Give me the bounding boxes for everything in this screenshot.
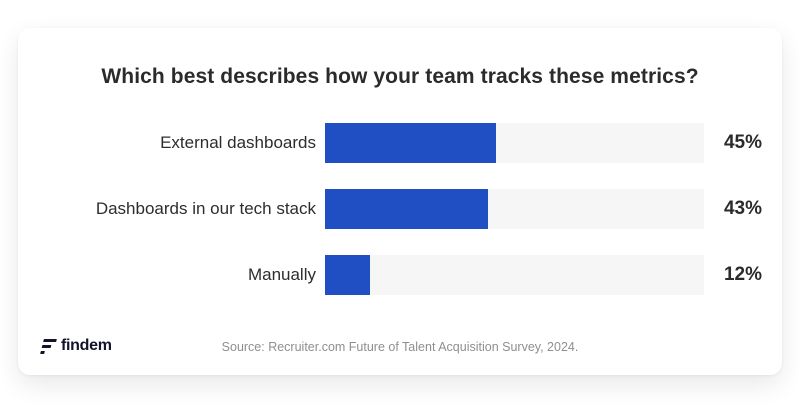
source-text: Source: Recruiter.com Future of Talent A… <box>221 340 579 354</box>
bar-fill <box>325 189 488 229</box>
bar-row: Manually 12% <box>18 255 782 295</box>
findem-logo: findem <box>40 337 112 355</box>
bar-track <box>325 123 704 163</box>
bar-track <box>325 255 704 295</box>
bar-value: 12% <box>723 264 762 285</box>
bar-value: 45% <box>723 132 762 153</box>
bar-label: Dashboards in our tech stack <box>95 199 316 218</box>
bar-fill <box>325 255 371 295</box>
bar-row: Dashboards in our tech stack 43% <box>18 189 782 229</box>
bar-track <box>325 189 704 229</box>
bar-label: External dashboards <box>160 133 316 152</box>
bar-row: External dashboards 45% <box>18 123 782 163</box>
bar-fill <box>325 123 496 163</box>
chart-title: Which best describes how your team track… <box>101 65 699 88</box>
bar-label: Manually <box>247 265 316 284</box>
bar-value: 43% <box>723 198 762 219</box>
bar-chart: External dashboards 45% Dashboards in ou… <box>18 123 782 295</box>
chart-card: Which best describes how your team track… <box>18 28 782 375</box>
card-footer: findem Source: Recruiter.com Future of T… <box>18 337 782 359</box>
findem-logo-text: findem <box>61 337 112 354</box>
